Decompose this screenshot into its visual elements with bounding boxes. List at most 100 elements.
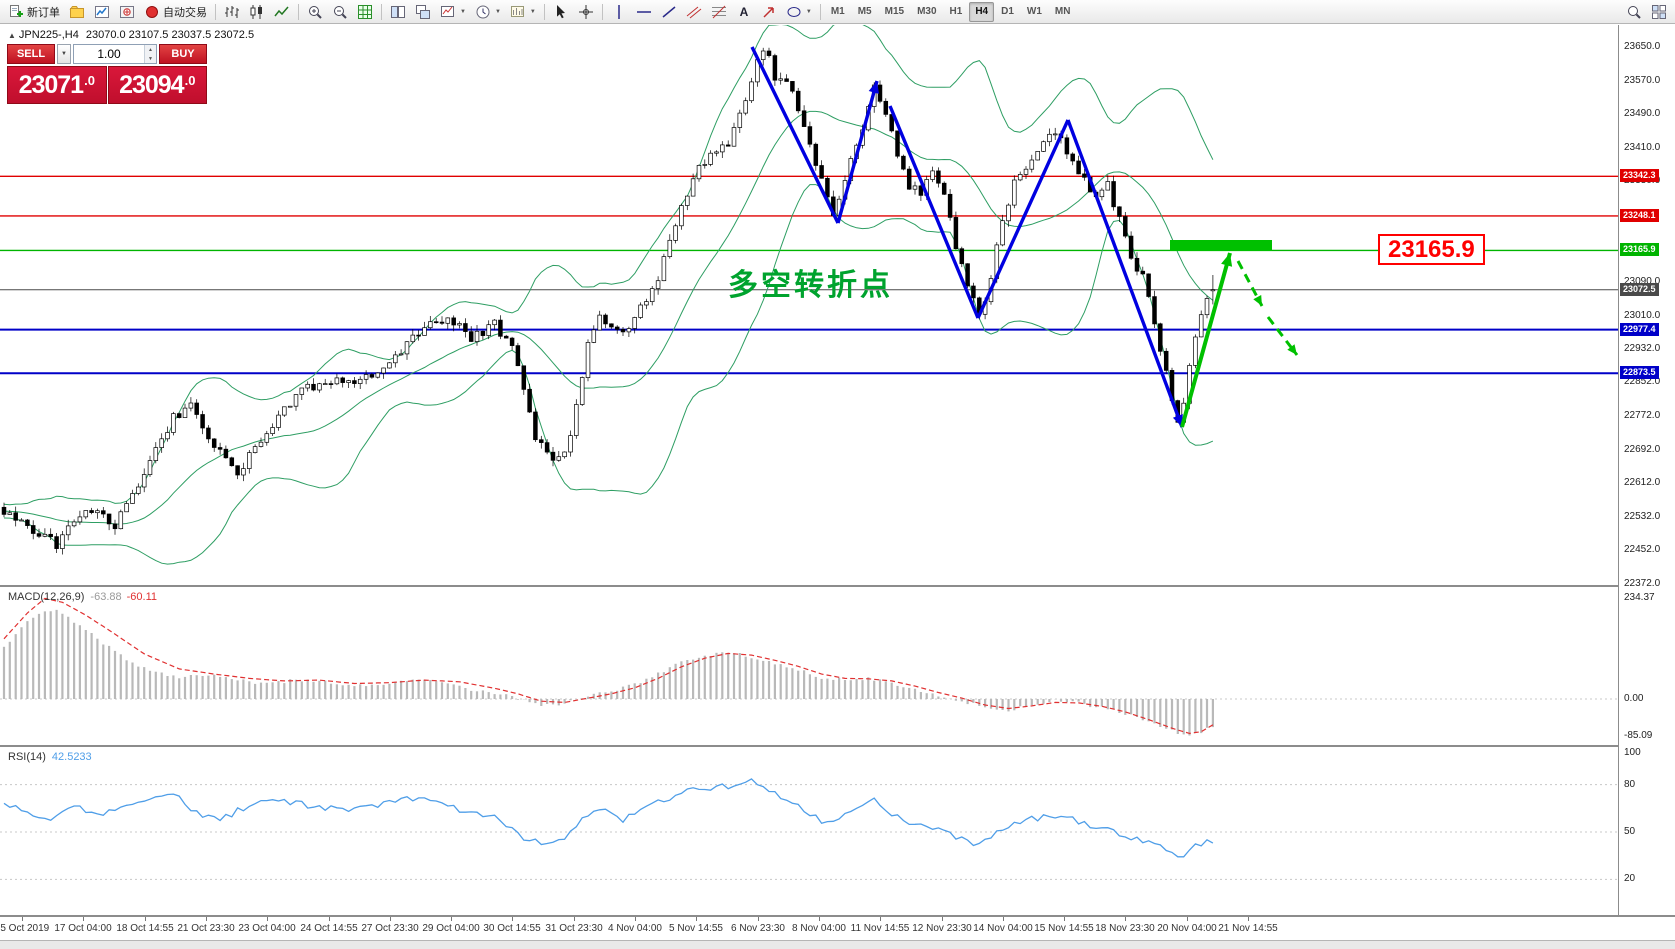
order-type-dropdown[interactable]: ▼ <box>57 44 71 64</box>
line-chart-button[interactable] <box>270 2 294 22</box>
timeframe-m1-button[interactable]: M1 <box>830 6 845 17</box>
trendline-button[interactable] <box>657 2 681 22</box>
timeframe-m15-button[interactable]: M15 <box>884 6 905 17</box>
candlestick-chart-button[interactable] <box>245 2 269 22</box>
indicators-button[interactable] <box>353 2 377 22</box>
arrows-button[interactable] <box>757 2 781 22</box>
time-label: 15 Oct 2019 <box>0 923 50 934</box>
time-tick-mark <box>512 917 513 921</box>
horizontal-line-button[interactable] <box>632 2 656 22</box>
search-button[interactable] <box>1622 2 1646 22</box>
macd-main-value: -63.88 <box>90 591 122 603</box>
spin-up-icon[interactable]: ▲ <box>145 45 156 54</box>
sell-price-box[interactable]: 23071 .0 <box>7 66 107 104</box>
ohlc-values: 23070.0 23107.5 23037.5 23072.5 <box>85 29 255 41</box>
periods-button[interactable]: ▼ <box>471 2 505 22</box>
price-chart[interactable] <box>0 25 1618 585</box>
fibonacci-button[interactable] <box>707 2 731 22</box>
macd-indicator-label: MACD(12,26,9) -63.88 -60.11 <box>8 591 157 603</box>
macd-tick-label: 234.37 <box>1624 592 1655 603</box>
price-tick-label: 23490.0 <box>1624 108 1661 119</box>
key-level-price-label[interactable]: 23165.9 <box>1378 234 1485 265</box>
zoom-in-button[interactable] <box>303 2 327 22</box>
cascade-windows-icon <box>415 4 431 20</box>
bar-chart-button[interactable] <box>220 2 244 22</box>
time-tick-mark <box>880 917 881 921</box>
templates-button[interactable]: ▼ <box>506 2 540 22</box>
volume-spinner[interactable]: ▲ ▼ <box>144 45 156 63</box>
text-button[interactable]: A <box>732 2 756 22</box>
shapes-icon <box>786 4 802 20</box>
panel-divider[interactable] <box>0 745 1675 747</box>
svg-text:A: A <box>740 5 749 19</box>
new-chart-icon <box>440 4 456 20</box>
time-label: 23 Oct 04:00 <box>238 923 296 934</box>
timeframe-h1-button[interactable]: H1 <box>949 6 963 17</box>
buy-button[interactable]: BUY <box>159 44 207 64</box>
time-tick-mark <box>1064 917 1065 921</box>
time-tick-mark <box>758 917 759 921</box>
pivot-annotation-text[interactable]: 多空转折点 <box>728 269 893 302</box>
sell-button[interactable]: SELL <box>7 44 55 64</box>
time-label: 21 Nov 14:55 <box>1218 923 1278 934</box>
new-chart-button[interactable]: ▼ <box>436 2 470 22</box>
price-tick-label: 22532.0 <box>1624 511 1661 522</box>
panel-divider[interactable] <box>0 585 1675 587</box>
chart-profiles-button[interactable] <box>65 2 89 22</box>
rsi-name: RSI(14) <box>8 751 46 763</box>
time-label: 15 Nov 14:55 <box>1034 923 1094 934</box>
time-label: 18 Oct 14:55 <box>116 923 174 934</box>
timeframe-d1-button[interactable]: D1 <box>1001 6 1014 17</box>
price-tick-label: 22932.0 <box>1624 343 1661 354</box>
time-label: 17 Oct 04:00 <box>54 923 112 934</box>
time-label: 21 Oct 23:30 <box>177 923 235 934</box>
time-tick-mark <box>819 917 820 921</box>
volume-input[interactable] <box>74 45 144 63</box>
cursor-button[interactable] <box>549 2 573 22</box>
timeframe-w1-button[interactable]: W1 <box>1026 6 1042 17</box>
buy-price-box[interactable]: 23094 .0 <box>107 66 207 104</box>
time-label: 30 Oct 14:55 <box>483 923 541 934</box>
shapes-button[interactable]: ▼ <box>782 2 816 22</box>
tile-windows-button[interactable] <box>386 2 410 22</box>
navigator-button[interactable] <box>115 2 139 22</box>
periods-icon <box>475 4 491 20</box>
time-tick-mark <box>83 917 84 921</box>
zoom-out-icon <box>332 4 348 20</box>
timeframe-m30-button[interactable]: M30 <box>917 6 937 17</box>
time-label: 14 Nov 04:00 <box>973 923 1033 934</box>
rsi-value: 42.5233 <box>51 751 92 763</box>
new-order-icon <box>8 4 24 20</box>
time-axis[interactable]: 15 Oct 2019 17 Oct 04:00 18 Oct 14:55 21 Oc… <box>0 917 1618 940</box>
timeframe-mn-button[interactable]: MN <box>1054 6 1071 17</box>
channel-button[interactable] <box>682 2 706 22</box>
time-tick-mark <box>1248 917 1249 921</box>
timeframe-h4-button[interactable]: H4 <box>969 1 995 22</box>
time-tick-mark <box>329 917 330 921</box>
price-axis[interactable]: 23650.023570.023490.023410.023330.023090… <box>1618 25 1675 915</box>
zoom-out-button[interactable] <box>328 2 352 22</box>
cascade-windows-button[interactable] <box>411 2 435 22</box>
rsi-panel-chart[interactable] <box>0 747 1618 915</box>
timeframe-m5-button[interactable]: M5 <box>857 6 872 17</box>
autotrading-button[interactable]: 自动交易 <box>140 2 211 22</box>
market-watch-button[interactable] <box>90 2 114 22</box>
toolbar-separator <box>381 3 382 20</box>
status-strip <box>0 940 1675 949</box>
time-label: 8 Nov 04:00 <box>792 923 846 934</box>
windows-button[interactable] <box>1647 2 1671 22</box>
price-tick-label: 23650.0 <box>1624 41 1661 52</box>
new-order-button[interactable]: 新订单 <box>4 2 64 22</box>
sell-price: 23071 <box>18 71 85 99</box>
spin-down-icon[interactable]: ▼ <box>145 54 156 63</box>
sell-price-decimal: .0 <box>84 73 95 88</box>
crosshair-button[interactable] <box>574 2 598 22</box>
vertical-line-button[interactable] <box>607 2 631 22</box>
macd-name: MACD(12,26,9) <box>8 591 85 603</box>
time-tick-mark <box>451 917 452 921</box>
indicators-icon <box>357 4 373 20</box>
macd-tick-label: 0.00 <box>1624 693 1644 704</box>
zoom-in-icon <box>307 4 323 20</box>
macd-panel-chart[interactable] <box>0 587 1618 745</box>
chart-marker-icon: ▲ <box>8 31 16 40</box>
